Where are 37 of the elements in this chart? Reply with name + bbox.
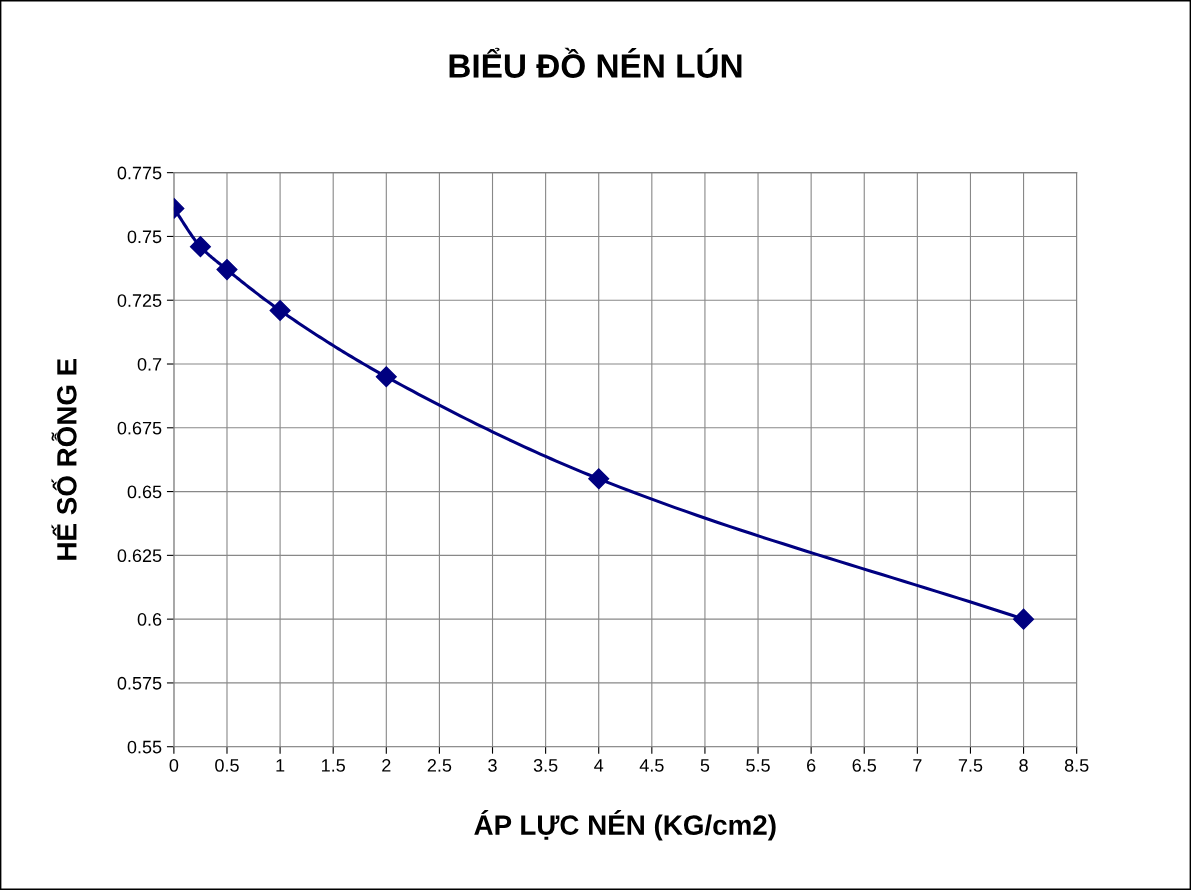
x-tick-label: 2 [382,758,391,772]
y-tick-label: 0.725 [117,294,162,307]
x-axis-title: ÁP LỰC NÉN (KG/cm2) [474,810,776,841]
chart-title: BIỂU ĐỒ NÉN LÚN [449,47,742,78]
y-tick-label: 0.75 [127,230,162,244]
x-tick-label: 0.5 [215,758,239,772]
y-tick-label: 0.6 [137,613,162,626]
point [269,299,291,321]
x-tick-label: 4.5 [639,759,664,772]
y-axis-title: HẾ SỐ RỖNG E [51,358,77,560]
y-tick-label: 0.625 [117,549,162,563]
x-tick-label: 6.5 [852,758,877,772]
x-tick-label: 6 [807,758,816,772]
y-tick-label: 0.675 [117,421,162,435]
x-tick-label: 5 [700,759,710,772]
y-tick-label: 0.775 [117,166,162,180]
x-tick-label: 3 [488,758,497,772]
y-tick-label: 0.65 [127,485,162,499]
x-tick-label: 8 [1019,758,1028,772]
point [375,366,397,388]
x-tick-label: 3.5 [533,758,558,772]
y-tick-label: 0.55 [127,740,162,754]
x-tick-label: 4 [594,759,604,772]
x-tick-label: 1 [276,759,285,772]
x-tick-label: 5.5 [746,759,770,772]
x-tick-label: 0 [169,758,179,772]
point [1013,608,1035,630]
x-tick-label: 1.5 [322,759,345,772]
x-tick-label: 7.5 [958,759,983,772]
y-tick-label: 0.575 [117,676,162,690]
x-tick-label: 2.5 [427,758,452,772]
point [216,259,238,281]
point [189,236,211,258]
point [588,468,610,490]
x-tick-label: 7 [913,759,922,772]
y-tick-label: 0.7 [137,357,162,371]
x-tick-label: 8.5 [1064,758,1089,772]
